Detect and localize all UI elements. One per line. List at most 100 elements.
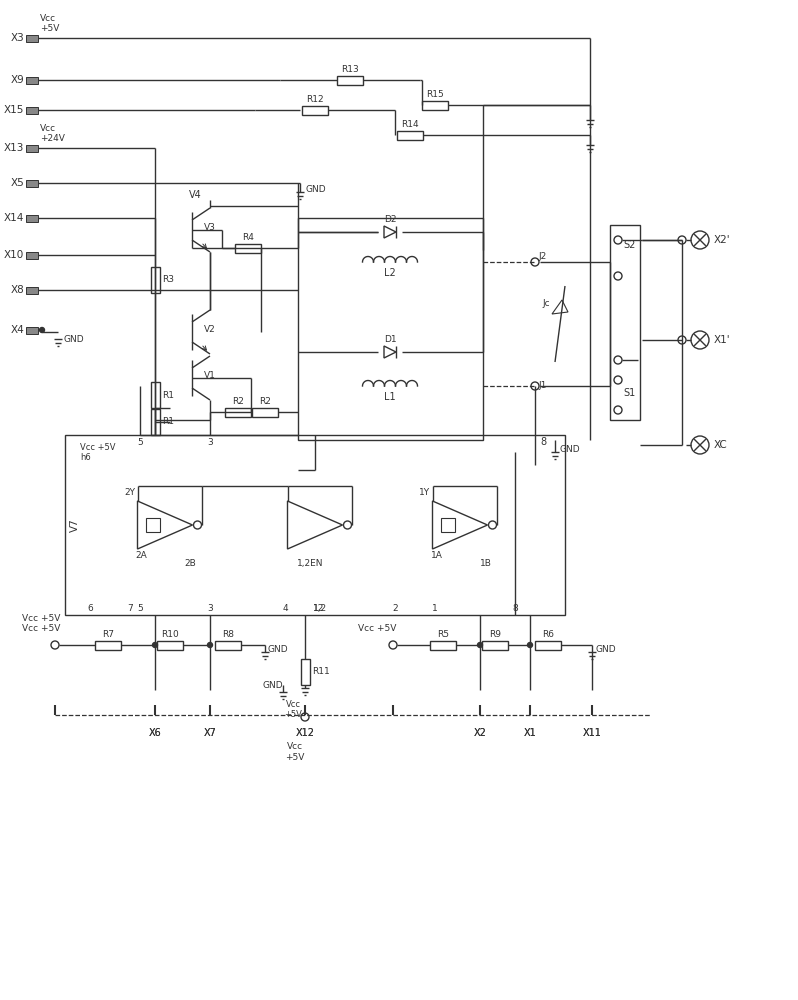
Text: 4: 4 xyxy=(282,604,288,613)
Bar xyxy=(235,243,261,252)
Text: 7: 7 xyxy=(127,604,133,613)
Text: R1: R1 xyxy=(162,390,174,399)
Text: 2B: 2B xyxy=(184,559,196,568)
Text: R12: R12 xyxy=(306,95,324,104)
Text: 5: 5 xyxy=(137,438,143,447)
Text: R6: R6 xyxy=(542,630,554,639)
Bar xyxy=(397,130,423,139)
Text: X12: X12 xyxy=(295,728,314,738)
Bar xyxy=(440,518,455,532)
Text: X13: X13 xyxy=(4,143,24,153)
Text: GND: GND xyxy=(64,334,85,344)
Bar xyxy=(301,659,310,685)
Text: X1': X1' xyxy=(714,335,731,345)
Text: R7: R7 xyxy=(102,630,114,639)
Text: 5: 5 xyxy=(137,604,143,613)
Circle shape xyxy=(207,643,212,648)
Circle shape xyxy=(152,643,157,648)
Text: R15: R15 xyxy=(426,90,444,99)
Text: D2: D2 xyxy=(384,215,397,224)
Text: R1: R1 xyxy=(162,418,174,426)
Text: R5: R5 xyxy=(437,630,449,639)
Text: GND: GND xyxy=(560,445,581,454)
Bar xyxy=(430,641,456,650)
Text: 12: 12 xyxy=(313,604,324,613)
Text: R14: R14 xyxy=(401,120,419,129)
Bar xyxy=(145,518,160,532)
Bar xyxy=(151,382,160,408)
Text: Vcc +5V: Vcc +5V xyxy=(358,624,397,633)
Bar xyxy=(26,34,38,41)
Text: Vcc
+24V: Vcc +24V xyxy=(40,124,65,143)
Bar xyxy=(26,144,38,151)
Text: 8: 8 xyxy=(540,437,546,447)
Bar xyxy=(337,76,363,85)
Text: R9: R9 xyxy=(489,630,501,639)
Text: J2: J2 xyxy=(538,252,547,261)
Bar xyxy=(610,225,640,420)
Text: GND: GND xyxy=(305,186,326,194)
Text: V2: V2 xyxy=(204,325,215,334)
Text: 2A: 2A xyxy=(136,551,148,560)
Text: R4: R4 xyxy=(242,233,254,242)
Text: X2: X2 xyxy=(473,728,487,738)
Text: R11: R11 xyxy=(312,668,330,676)
Bar xyxy=(26,286,38,294)
Text: X6: X6 xyxy=(148,728,161,738)
Text: V4: V4 xyxy=(188,190,201,200)
Text: X9: X9 xyxy=(10,75,24,85)
Text: h6: h6 xyxy=(80,453,91,462)
Text: J1: J1 xyxy=(538,381,547,390)
Text: X8: X8 xyxy=(10,285,24,295)
Text: GND: GND xyxy=(268,646,289,654)
Circle shape xyxy=(39,328,45,332)
Text: XC: XC xyxy=(714,440,728,450)
Bar xyxy=(26,106,38,113)
Text: Vcc +5V: Vcc +5V xyxy=(22,624,61,633)
Text: 1,2EN: 1,2EN xyxy=(297,559,323,568)
Bar xyxy=(215,641,241,650)
Text: X1: X1 xyxy=(523,728,536,738)
Text: 8: 8 xyxy=(512,604,518,613)
Text: X3: X3 xyxy=(10,33,24,43)
Text: X11: X11 xyxy=(583,728,602,738)
Text: X11: X11 xyxy=(583,728,602,738)
Text: X4: X4 xyxy=(10,325,24,335)
Text: R3: R3 xyxy=(162,275,174,284)
Text: L2: L2 xyxy=(384,268,396,278)
Bar xyxy=(252,408,278,416)
Bar xyxy=(95,641,121,650)
Text: 2: 2 xyxy=(392,604,398,613)
Text: L1: L1 xyxy=(384,392,396,402)
Text: X2: X2 xyxy=(473,728,487,738)
Circle shape xyxy=(477,643,483,648)
Bar xyxy=(26,326,38,334)
Bar xyxy=(151,409,160,435)
Text: X12: X12 xyxy=(295,728,314,738)
Text: R13: R13 xyxy=(341,65,359,74)
Text: Jc: Jc xyxy=(542,299,550,308)
Bar xyxy=(157,641,183,650)
Text: +5V: +5V xyxy=(284,710,302,719)
Text: X14: X14 xyxy=(4,213,24,223)
Text: Vcc: Vcc xyxy=(287,742,303,751)
Text: S1: S1 xyxy=(623,388,635,398)
Text: Vcc +5V: Vcc +5V xyxy=(80,443,116,452)
Bar xyxy=(302,105,328,114)
Text: 2Y: 2Y xyxy=(124,488,136,497)
Bar xyxy=(482,641,508,650)
Text: V7: V7 xyxy=(70,518,80,532)
Bar xyxy=(151,267,160,293)
Text: GND: GND xyxy=(595,646,615,654)
Text: X1: X1 xyxy=(523,728,536,738)
Text: X7: X7 xyxy=(203,728,216,738)
Text: X2': X2' xyxy=(714,235,731,245)
Text: X6: X6 xyxy=(148,728,161,738)
Text: 1: 1 xyxy=(433,604,438,613)
Circle shape xyxy=(527,643,532,648)
Bar xyxy=(298,218,483,440)
Text: V1: V1 xyxy=(204,371,216,380)
Text: Vcc: Vcc xyxy=(286,700,301,709)
Text: X7: X7 xyxy=(203,728,216,738)
Bar xyxy=(422,101,448,109)
